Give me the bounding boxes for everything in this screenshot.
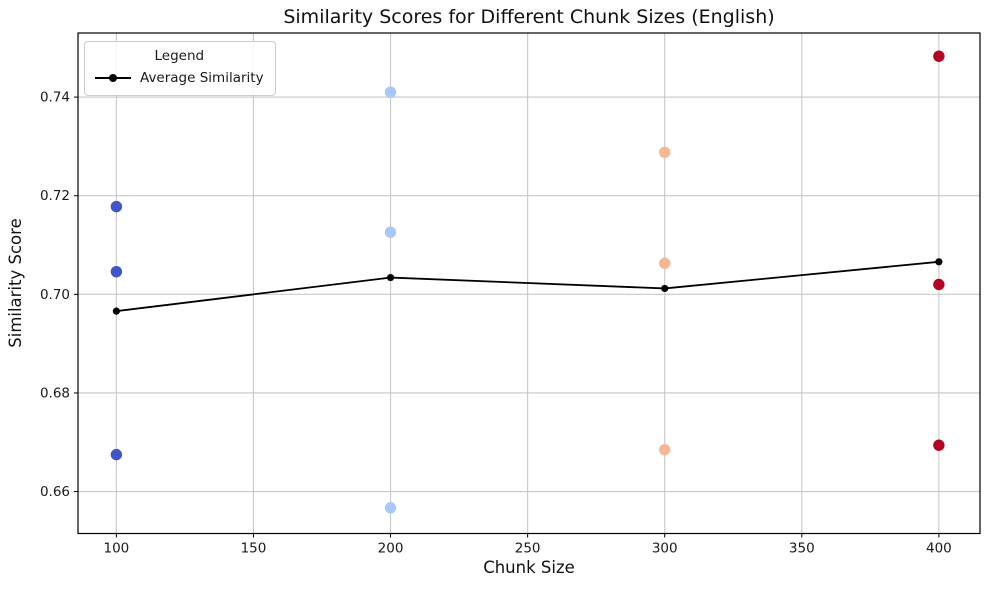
legend-entry-label: Average Similarity <box>140 69 264 86</box>
y-tick-label: 0.72 <box>40 188 70 204</box>
average-similarity-point <box>112 307 120 315</box>
scatter-point-chunk-size-200 <box>384 86 397 98</box>
plot-frame <box>77 32 981 535</box>
legend-entry: Average Similarity <box>95 69 264 89</box>
chart-title: Similarity Scores for Different Chunk Si… <box>283 6 775 28</box>
x-tick-label: 400 <box>926 541 952 557</box>
scatter-point-chunk-size-300 <box>659 443 671 456</box>
legend-title: Legend <box>154 48 205 64</box>
scatter-point-chunk-size-300 <box>659 146 671 159</box>
scatter-point-chunk-size-400 <box>933 278 945 291</box>
legend: Legend Average Similarity <box>84 41 276 97</box>
x-tick-label: 150 <box>241 541 267 557</box>
scatter-point-chunk-size-400 <box>933 439 945 451</box>
scatter-point-chunk-size-100 <box>110 448 123 461</box>
scatter-point-chunk-size-200 <box>384 502 397 514</box>
x-axis-label: Chunk Size <box>483 558 575 577</box>
y-tick-label: 0.70 <box>40 287 70 303</box>
scatter-point-chunk-size-400 <box>933 50 945 62</box>
average-similarity-point <box>661 284 669 293</box>
average-similarity-point <box>386 273 395 282</box>
scatter-point-chunk-size-100 <box>110 265 123 278</box>
x-tick-label: 300 <box>652 541 678 557</box>
scatter-point-chunk-size-200 <box>384 226 397 238</box>
average-similarity-line <box>116 260 939 313</box>
y-tick-label: 0.66 <box>40 484 70 500</box>
x-tick-label: 100 <box>103 541 129 557</box>
scatter-point-chunk-size-300 <box>659 257 671 269</box>
x-tick-label: 250 <box>515 541 541 557</box>
average-similarity-point <box>935 258 943 266</box>
y-tick-label: 0.74 <box>40 90 70 106</box>
x-tick-label: 350 <box>789 541 815 557</box>
x-tick-label: 200 <box>378 541 404 557</box>
y-tick-label: 0.68 <box>40 385 70 401</box>
scatter-point-chunk-size-100 <box>110 200 123 213</box>
average-similarity-marker-icon <box>95 74 131 83</box>
